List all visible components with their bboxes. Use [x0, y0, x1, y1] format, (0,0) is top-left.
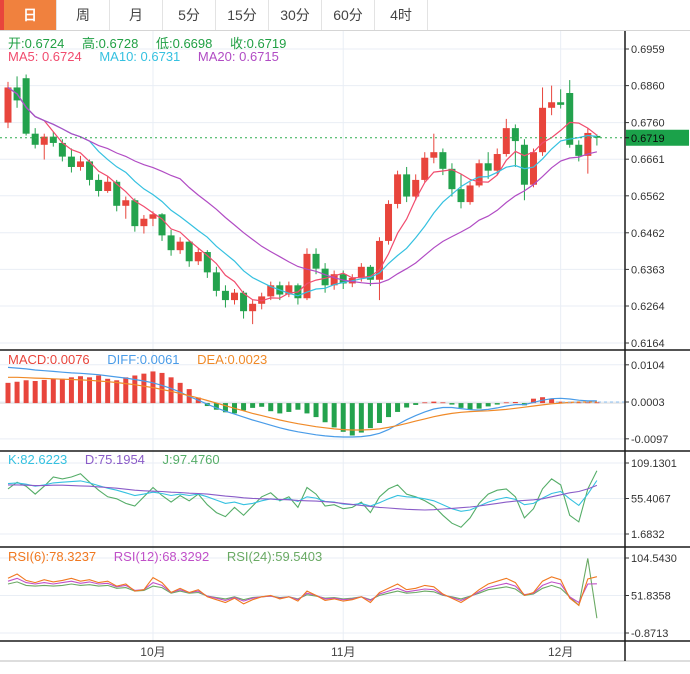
tab-day[interactable]: 日	[4, 0, 57, 30]
svg-text:-0.8713: -0.8713	[631, 628, 668, 640]
high-value: 高:0.6728	[82, 36, 139, 51]
open-value: 开:0.6724	[8, 36, 65, 51]
svg-text:0.0104: 0.0104	[631, 360, 665, 372]
macd-value: MACD:0.0076	[8, 352, 90, 367]
svg-text:0.6462: 0.6462	[631, 228, 665, 240]
tab-week[interactable]: 周	[57, 0, 110, 30]
ma-readout: MA5: 0.6724 MA10: 0.6731 MA20: 0.6715	[8, 49, 293, 64]
svg-text:0.6959: 0.6959	[631, 44, 665, 56]
low-value: 低:0.6698	[156, 36, 213, 51]
svg-text:0.0003: 0.0003	[631, 397, 665, 409]
svg-text:1.6832: 1.6832	[631, 529, 665, 541]
tab-month[interactable]: 月	[110, 0, 163, 30]
svg-text:0.6363: 0.6363	[631, 264, 665, 276]
k-value: K:82.6223	[8, 452, 68, 467]
svg-text:0.6661: 0.6661	[631, 154, 665, 166]
ma10-value: MA10: 0.6731	[99, 49, 181, 64]
svg-text:55.4067: 55.4067	[631, 494, 671, 506]
svg-text:12月: 12月	[548, 645, 573, 659]
kdj-readout: K:82.6223 D:75.1954 J:97.4760	[8, 452, 234, 467]
svg-text:109.1301: 109.1301	[631, 458, 677, 470]
macd-readout: MACD:0.0076 DIFF:0.0061 DEA:0.0023	[8, 352, 281, 367]
svg-text:0.6719: 0.6719	[631, 133, 665, 145]
rsi12-value: RSI(12):68.3292	[113, 549, 210, 564]
svg-text:0.6562: 0.6562	[631, 191, 665, 203]
ohlc-readout: 开:0.6724 高:0.6728 低:0.6698 收:0.6719	[8, 33, 300, 52]
diff-value: DIFF:0.0061	[107, 352, 180, 367]
dea-value: DEA:0.0023	[197, 352, 268, 367]
tab-4hour[interactable]: 4时	[375, 0, 428, 30]
rsi24-value: RSI(24):59.5403	[226, 549, 323, 564]
svg-text:104.5430: 104.5430	[631, 553, 677, 565]
period-tabbar: 日 周 月 5分 15分 30分 60分 4时	[0, 0, 690, 31]
tab-5min[interactable]: 5分	[163, 0, 216, 30]
svg-text:0.6760: 0.6760	[631, 118, 665, 130]
svg-text:10月: 10月	[140, 645, 165, 659]
tab-60min[interactable]: 60分	[322, 0, 375, 30]
svg-text:0.6164: 0.6164	[631, 338, 665, 350]
d-value: D:75.1954	[84, 452, 145, 467]
tab-30min[interactable]: 30分	[269, 0, 322, 30]
ma5-value: MA5: 0.6724	[8, 49, 82, 64]
svg-text:-0.0097: -0.0097	[631, 434, 668, 446]
ma20-value: MA20: 0.6715	[197, 49, 279, 64]
rsi-readout: RSI(6):78.3237 RSI(12):68.3292 RSI(24):5…	[8, 549, 336, 564]
tab-15min[interactable]: 15分	[216, 0, 269, 30]
rsi6-value: RSI(6):78.3237	[8, 549, 97, 564]
svg-text:0.6264: 0.6264	[631, 301, 665, 313]
j-value: J:97.4760	[162, 452, 220, 467]
close-value: 收:0.6719	[230, 36, 287, 51]
svg-text:51.8358: 51.8358	[631, 591, 671, 603]
left-accent-strip	[0, 0, 4, 30]
svg-text:11月: 11月	[331, 645, 355, 659]
svg-text:0.6860: 0.6860	[631, 81, 665, 93]
